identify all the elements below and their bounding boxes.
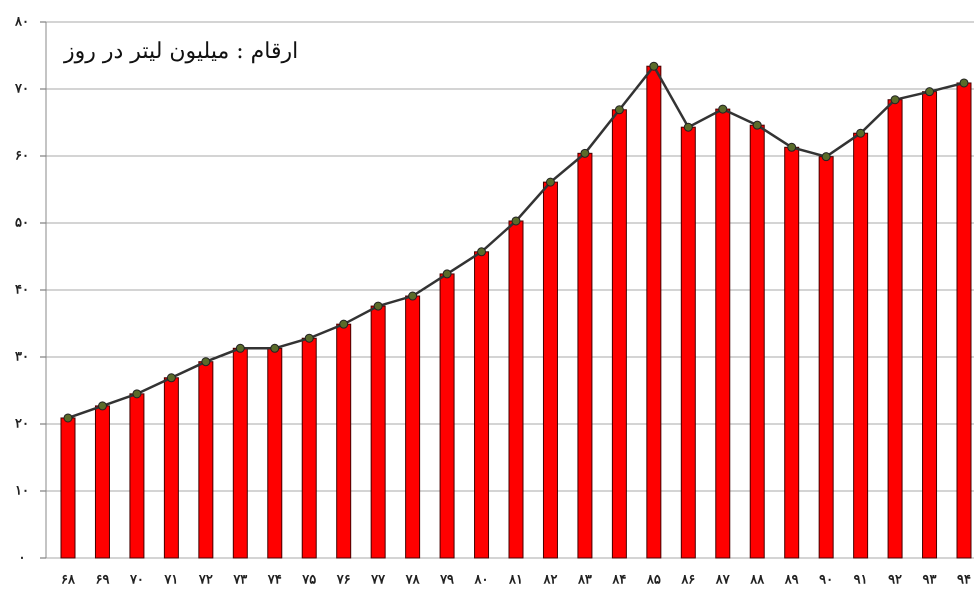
bar	[405, 295, 421, 559]
marker	[614, 105, 624, 115]
bar	[749, 124, 765, 559]
marker	[97, 401, 107, 411]
y-tick-label: ۲۰	[15, 417, 29, 432]
x-tick-label: ۹۴	[957, 573, 971, 588]
bar	[853, 132, 869, 559]
bar	[336, 323, 352, 559]
marker	[166, 373, 176, 383]
x-tick-label: ۹۰	[819, 573, 833, 588]
bar	[784, 146, 800, 559]
x-tick-label: ۷۴	[267, 573, 282, 588]
x-tick-label: ۶۹	[95, 573, 109, 588]
marker	[959, 78, 969, 88]
x-tick-label: ۷۶	[336, 573, 351, 588]
x-tick-label: ۸۷	[715, 573, 731, 588]
bar	[542, 181, 558, 559]
marker	[408, 291, 418, 301]
bar	[301, 337, 317, 559]
bar	[129, 393, 145, 559]
x-tick-label: ۸۶	[680, 573, 695, 588]
bar	[887, 99, 903, 559]
x-tick-label: ۸۱	[508, 573, 523, 588]
marker	[856, 128, 866, 138]
y-tick-label: ۳۰	[15, 350, 29, 365]
marker	[442, 269, 452, 279]
x-tick-label: ۸۰	[474, 573, 489, 588]
marker	[132, 389, 142, 399]
marker	[752, 120, 762, 130]
x-tick-label: ۷۹	[439, 573, 454, 588]
marker	[580, 148, 590, 158]
marker	[235, 343, 245, 353]
x-tick-label: ۹۱	[854, 573, 868, 588]
marker	[821, 152, 831, 162]
x-tick-label: ۷۳	[232, 573, 247, 588]
bar	[646, 65, 662, 559]
annotation: ارقام : میلیون لیتر در روز	[63, 39, 298, 64]
bar	[474, 251, 490, 559]
x-tick-label: ۸۳	[577, 573, 592, 588]
bar	[163, 377, 179, 559]
bar	[956, 82, 972, 559]
x-tick-label: ۸۸	[749, 573, 765, 588]
x-tick-label: ۷۲	[198, 573, 213, 588]
x-tick-label: ۸۲	[542, 573, 557, 588]
x-tick-label: ۶۸	[61, 573, 76, 588]
x-tick-label: ۷۸	[405, 573, 421, 588]
bar	[508, 220, 524, 559]
y-tick-label: ۵۰	[15, 216, 29, 231]
x-tick-label: ۸۴	[611, 573, 626, 588]
bar	[439, 273, 455, 559]
marker	[511, 216, 521, 226]
bar	[577, 152, 593, 559]
marker	[63, 413, 73, 423]
x-tick-label: ۹۲	[888, 573, 902, 588]
x-tick-label: ۷۱	[163, 573, 178, 588]
bar	[94, 405, 110, 559]
bar	[232, 347, 248, 559]
x-tick-label: ۸۹	[784, 573, 799, 588]
bar	[60, 417, 76, 559]
x-tick-label: ۷۰	[129, 573, 144, 588]
y-tick-label: ۴۰	[15, 283, 29, 298]
marker	[718, 104, 728, 114]
bar	[922, 91, 938, 559]
y-tick-label: ۱۰	[15, 484, 29, 499]
bar	[370, 305, 386, 559]
x-tick-label: ۹۳	[923, 573, 937, 588]
marker	[649, 61, 659, 71]
bar	[267, 347, 283, 559]
marker	[925, 87, 935, 97]
bar	[198, 361, 214, 559]
marker	[787, 142, 797, 152]
marker	[304, 333, 314, 343]
marker	[683, 122, 693, 132]
y-tick-label: ۶۰	[15, 149, 29, 164]
bar	[611, 109, 627, 559]
marker	[201, 357, 211, 367]
y-tick-label: ۸۰	[14, 15, 29, 30]
x-tick-label: ۷۷	[370, 573, 386, 588]
y-tick-label: ۰	[19, 551, 26, 566]
bar	[680, 126, 696, 559]
bar	[715, 108, 731, 559]
marker	[477, 247, 487, 257]
marker	[339, 319, 349, 329]
marker	[545, 177, 555, 187]
marker	[890, 95, 900, 105]
marker	[373, 301, 383, 311]
x-tick-label: ۸۵	[646, 573, 661, 588]
bar	[818, 156, 834, 559]
y-tick-label: ۷۰	[14, 82, 29, 97]
x-tick-label: ۷۵	[301, 573, 316, 588]
marker	[270, 343, 280, 353]
